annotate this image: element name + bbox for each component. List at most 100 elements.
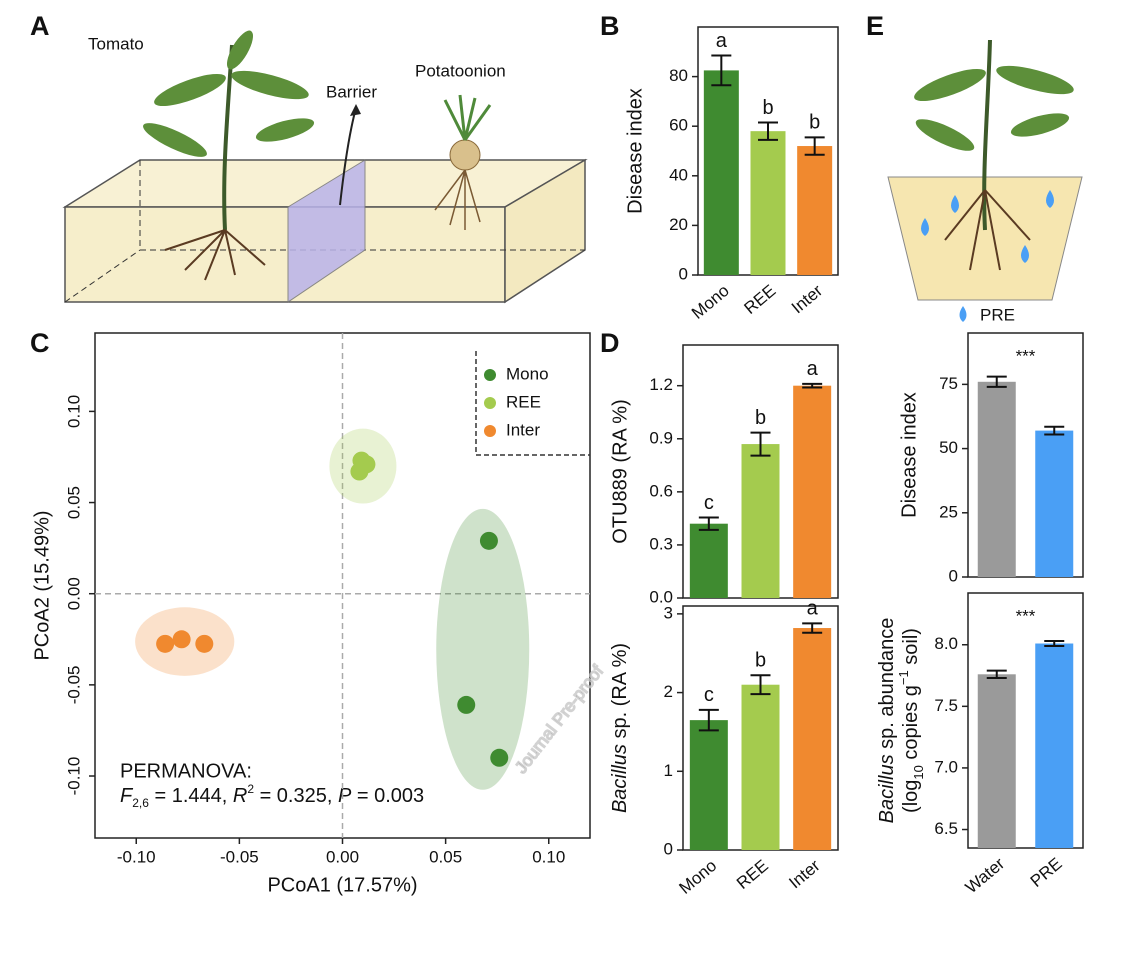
y-tick-label: 2: [664, 682, 673, 701]
y-axis-label-part: Bacillus: [876, 754, 898, 823]
y-tick-label: 20: [669, 215, 688, 234]
plot-frame: [967, 592, 1084, 849]
illustration-text: Potatoonion: [415, 61, 506, 80]
bar: [977, 381, 1016, 577]
y-axis-label-part: −1: [896, 670, 911, 685]
y-axis-label: (log10 copies g−1 soil): [896, 628, 926, 813]
y-tick-label: 0.00: [64, 577, 83, 610]
point: [457, 695, 476, 714]
y-tick-label: 0.6: [649, 481, 673, 500]
significance-letter: a: [807, 358, 819, 380]
bar: [793, 628, 832, 850]
panel-label: A: [30, 11, 50, 41]
x-tick-label: 0.00: [326, 847, 359, 866]
illustration-text: Tomato: [88, 34, 144, 53]
y-tick-label: 50: [939, 438, 958, 457]
y-tick-label: 0.3: [649, 534, 673, 553]
error-bar: [1044, 640, 1065, 647]
significance-letter: b: [755, 650, 766, 672]
y-tick-label: 1: [664, 761, 673, 780]
statistic-part: 2: [247, 782, 254, 796]
point: [156, 634, 175, 653]
panel-label: E: [866, 11, 884, 41]
illustration-text: Barrier: [326, 82, 377, 101]
y-tick-label: 8.0: [934, 634, 958, 653]
error-bar: [758, 121, 778, 141]
statistic-part: = 1.444,: [149, 785, 233, 807]
point: [479, 531, 498, 550]
panel-label: B: [600, 11, 620, 41]
error-bar: [698, 516, 719, 531]
legend-label: REE: [506, 392, 541, 411]
statistic-part: F: [120, 785, 134, 807]
x-tick-label: 0.10: [532, 847, 565, 866]
y-tick-label: -0.10: [64, 757, 83, 796]
significance-letter: b: [755, 407, 766, 429]
statistic-part: = 0.003: [351, 785, 424, 807]
error-bar: [804, 136, 825, 156]
y-tick-label: 75: [939, 374, 958, 393]
bar: [689, 523, 728, 598]
bar: [703, 70, 739, 276]
x-tick-label: PRE: [1027, 854, 1066, 891]
y-axis-label: Bacillus sp. abundance: [876, 618, 898, 824]
bar: [741, 444, 780, 598]
bar: [797, 146, 833, 275]
significance-letter: b: [809, 112, 820, 134]
y-tick-label: 0: [664, 839, 673, 858]
error-bar: [802, 622, 823, 634]
bar: [793, 385, 832, 598]
y-tick-label: 7.0: [934, 757, 958, 776]
y-axis-label-part: Bacillus: [609, 744, 631, 813]
y-axis-label: Disease index: [898, 392, 920, 518]
y-axis-label: Disease index: [624, 88, 646, 214]
statistic-part: 2,6: [132, 796, 149, 810]
y-axis-label-part: sp. abundance: [876, 618, 898, 755]
x-tick-label: Mono: [675, 856, 720, 898]
point: [490, 748, 509, 767]
significance-letter: a: [716, 30, 728, 52]
y-axis-label-part: copies g: [900, 685, 922, 765]
x-tick-label: REE: [740, 281, 779, 318]
point: [172, 630, 191, 649]
point: [195, 634, 214, 653]
error-bar: [986, 375, 1007, 388]
bar: [689, 720, 728, 850]
x-tick-label: Inter: [785, 856, 824, 893]
statistic: F2,6 = 1.444, R2 = 0.325, P = 0.003: [120, 782, 424, 810]
plot-frame: [967, 332, 1084, 578]
error-bar: [750, 431, 771, 457]
statistic-part: R: [233, 785, 247, 807]
y-tick-label: 0: [949, 566, 958, 585]
bar: [977, 674, 1016, 848]
x-tick-label: -0.05: [220, 847, 259, 866]
bar: [750, 131, 786, 275]
y-tick-label: 1.2: [649, 375, 673, 394]
illustration-a: Tomato Barrier Potatoonion: [62, 30, 588, 304]
error-bar: [750, 674, 771, 696]
x-axis-label: PCoA1 (17.57%): [267, 874, 417, 896]
statistic-part: = 0.325,: [254, 785, 338, 807]
y-tick-label: 6.5: [934, 819, 958, 838]
y-axis-label-part: sp. (RA %): [609, 643, 631, 744]
group-ellipse: [436, 508, 530, 790]
y-axis-label-part: (log: [900, 780, 922, 813]
y-tick-label: 0.05: [64, 486, 83, 519]
y-tick-label: 0.10: [64, 395, 83, 428]
point: [350, 462, 369, 481]
y-axis-label: PCoA2 (15.49%): [31, 510, 53, 660]
statistic-part: P: [338, 785, 352, 807]
error-bar: [698, 708, 719, 732]
x-tick-label: -0.10: [117, 847, 156, 866]
y-tick-label: 0: [679, 264, 688, 283]
x-tick-label: Mono: [688, 281, 733, 323]
panel-label: C: [30, 328, 50, 358]
y-tick-label: 80: [669, 66, 688, 85]
significance: ***: [1016, 606, 1036, 625]
significance-letter: a: [807, 598, 819, 620]
significance-letter: c: [704, 492, 714, 514]
annotation: PERMANOVA:: [120, 760, 252, 782]
y-tick-label: 0.9: [649, 428, 673, 447]
y-axis-label-part: 10: [911, 765, 926, 779]
